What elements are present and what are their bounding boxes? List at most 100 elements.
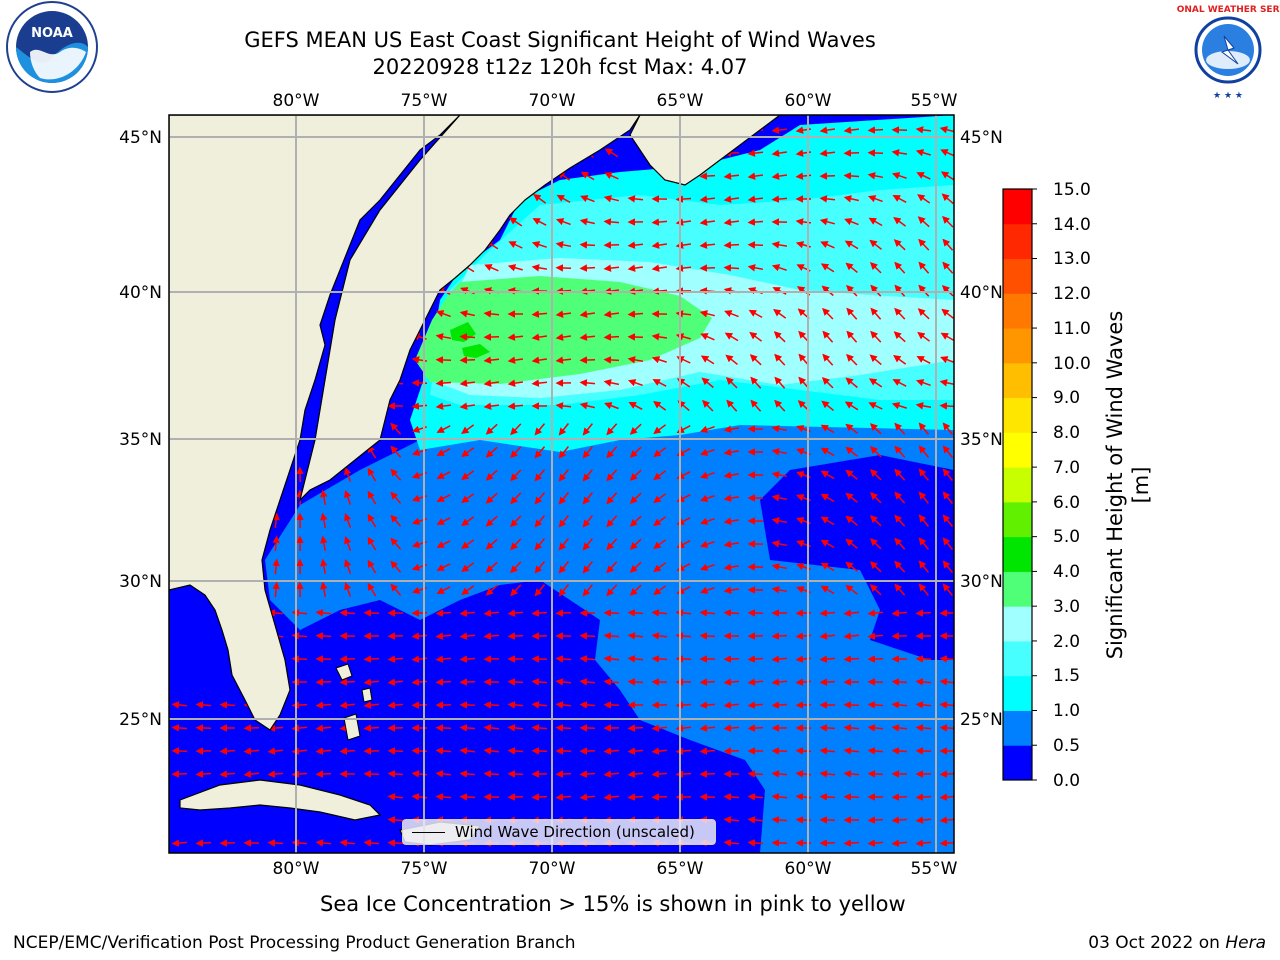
wind-wave-arrow [843,747,860,755]
wind-wave-arrow [843,609,860,617]
wind-wave-arrow [774,399,786,412]
wind-wave-arrow [195,701,212,709]
wind-wave-arrow [893,355,907,365]
wind-wave-arrow [867,195,883,203]
wind-wave-arrow [939,816,954,824]
wind-wave-arrow [867,701,884,709]
wind-wave-arrow [915,701,932,709]
lon-tick-bottom: 70°W [529,859,576,879]
wind-wave-arrow [435,678,452,686]
north-america-landmass [169,115,461,731]
wind-wave-arrow [387,816,404,824]
wind-wave-arrow [653,424,667,435]
wind-wave-arrow [891,632,908,640]
wind-wave-arrow [651,747,668,755]
wind-wave-arrow [272,581,280,598]
wind-wave-arrow [843,793,860,801]
wind-wave-arrow [892,194,907,203]
wind-wave-arrow [507,609,524,617]
wind-wave-arrow [651,655,668,663]
wind-wave-arrow [891,402,907,410]
noaa-logo: NOAA [6,1,98,93]
wind-wave-arrow [869,538,882,550]
colorbar-tick: 14.0 [1053,215,1091,235]
wind-wave-arrow [485,469,498,481]
wind-wave-arrow [699,701,716,709]
wind-wave-arrow [390,422,402,435]
wind-wave-arrow [819,793,836,801]
wind-wave-arrow [893,217,907,227]
wind-wave-arrow [747,770,764,778]
wind-wave-arrow [894,491,906,504]
wind-wave-arrow [558,561,569,574]
wind-wave-arrow [653,562,667,573]
wind-wave-arrow [315,724,332,732]
colorbar-tick: 1.0 [1053,701,1081,721]
wind-wave-arrow [531,609,548,617]
wind-wave-arrow [651,770,668,778]
wind-wave-arrow [461,424,475,434]
wind-wave-arrow [893,331,906,343]
wind-wave-arrow [653,470,667,481]
wind-wave-arrow [461,493,475,503]
wind-wave-arrow [771,678,788,686]
wind-wave-arrow [939,678,954,686]
cuba-island [179,779,382,821]
wind-wave-arrow [272,535,280,552]
colorbar-tick: 0.5 [1053,736,1081,756]
wind-wave-arrow [606,469,618,482]
wind-wave-arrow [580,195,595,203]
wind-wave-arrow [723,218,739,226]
wind-wave-arrow [510,538,522,551]
lon-tick-top: 55°W [911,91,958,111]
wind-wave-arrow [629,515,642,527]
colorbar-tick: 8.0 [1053,423,1081,443]
chart-title: GEFS MEAN US East Coast Significant Heig… [244,28,876,52]
wind-wave-arrow [219,770,236,778]
colorbar-tick: 4.0 [1053,562,1081,582]
wind-wave-arrow [918,560,929,573]
wind-wave-arrow [531,724,548,732]
lat-tick-left: 25°N [119,710,162,730]
wind-wave-arrow [344,512,352,528]
wind-wave-arrow [724,310,739,318]
wind-wave-arrow [867,816,884,824]
wind-wave-arrow [894,560,906,573]
lon-tick-top: 70°W [529,91,576,111]
wind-wave-arrow [819,747,836,755]
wind-wave-arrow [653,516,667,527]
wind-wave-arrow [868,402,883,410]
wind-wave-arrow [534,423,546,436]
wind-wave-arrow [651,793,668,801]
wind-wave-arrow [867,724,884,732]
colorbar-tick: 9.0 [1053,388,1081,408]
wind-wave-arrow [507,632,524,640]
wind-wave-arrow [939,655,954,663]
wind-wave-arrow [653,447,667,458]
wind-wave-arrow [627,379,643,387]
wind-wave-arrow [941,193,954,205]
wind-wave-arrow [603,770,620,778]
wind-wave-arrow [555,609,572,617]
wind-wave-arrow [387,839,404,847]
wind-wave-arrow [771,517,788,525]
wind-wave-arrow [485,584,498,596]
wind-wave-arrow [821,377,834,389]
wind-wave-arrow [171,724,188,732]
wind-wave-arrow [723,425,740,433]
wind-wave-arrow [344,558,352,574]
wind-wave-arrow [942,583,953,596]
wind-wave-arrow [582,538,593,551]
wind-wave-arrow [315,609,332,617]
wind-wave-arrow [820,447,835,457]
wind-wave-arrow [558,446,569,459]
wind-wave-arrow [558,423,569,436]
wind-wave-arrow [603,632,620,640]
wind-wave-arrow [771,540,788,548]
wind-wave-arrow [747,149,764,157]
wind-wave-arrow [939,839,954,847]
wind-wave-arrow [915,379,931,387]
wind-wave-arrow [483,655,500,663]
wind-wave-arrow [459,632,476,640]
wind-wave-arrow [771,586,788,594]
